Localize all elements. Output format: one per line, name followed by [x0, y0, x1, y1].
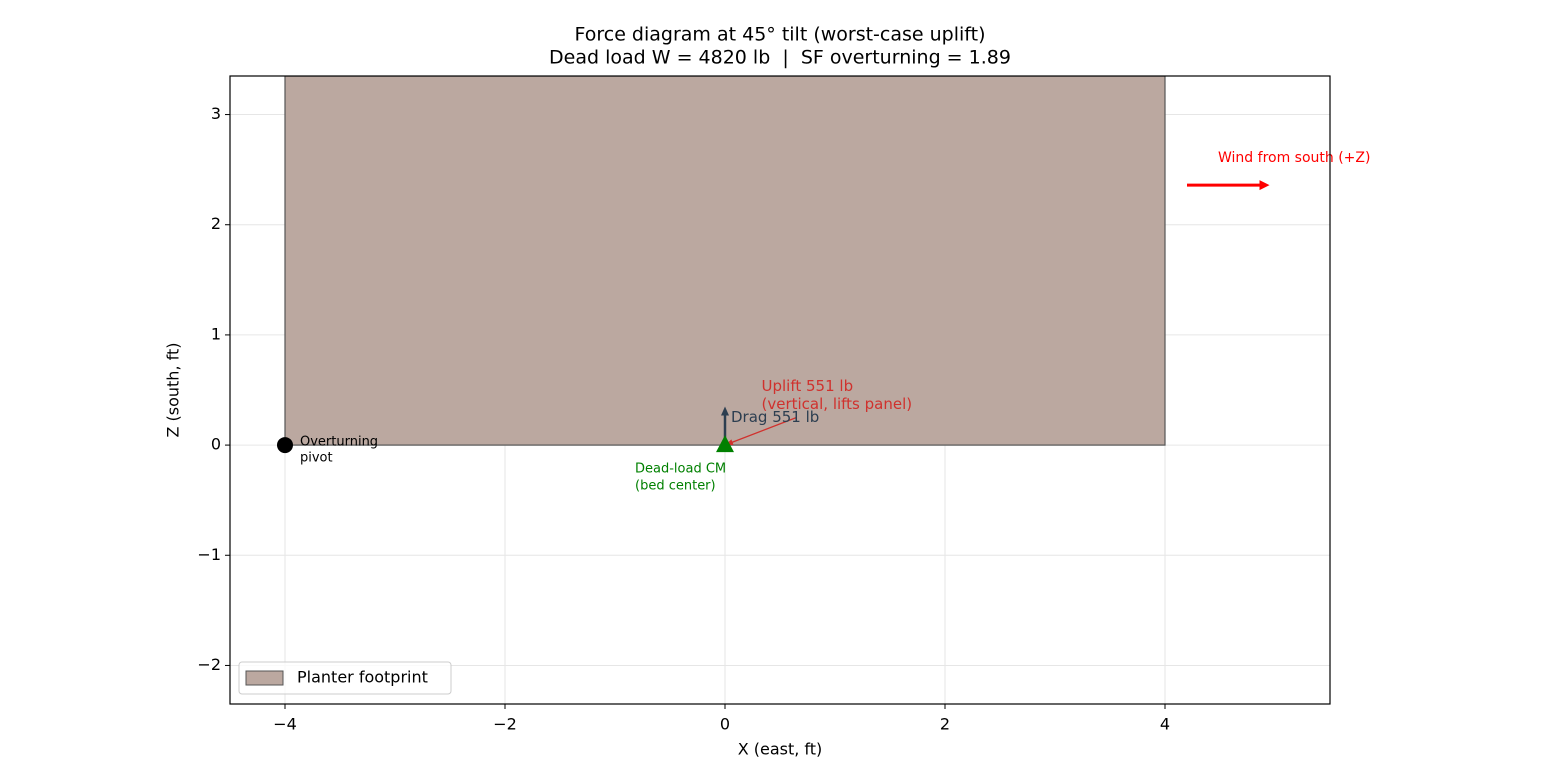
chart-subtitle: Dead load W = 4820 lb | SF overturning =…	[549, 47, 1011, 69]
cm-label: (bed center)	[635, 479, 716, 494]
y-tick-label: 1	[211, 324, 221, 343]
x-tick-label: −4	[273, 715, 297, 734]
y-tick-label: 2	[211, 214, 221, 233]
planter-footprint	[284, 76, 1166, 446]
uplift-label: Uplift 551 lb	[762, 377, 854, 395]
pivot-label: Overturning	[300, 435, 378, 450]
x-tick-label: 4	[1160, 715, 1170, 734]
legend-box	[238, 661, 452, 695]
y-tick-label: −2	[197, 655, 221, 674]
x-tick-label: 0	[720, 715, 730, 734]
x-axis-label: X (east, ft)	[738, 740, 823, 759]
cm-label: Dead-load CM	[635, 462, 726, 477]
drag-arrow-head	[721, 406, 729, 416]
wind-label: Wind from south (+Z)	[1218, 150, 1370, 166]
uplift-arrow-shaft	[730, 416, 797, 444]
legend-label: Planter footprint	[297, 668, 428, 687]
plot-frame	[229, 75, 1331, 705]
center-of-mass	[716, 435, 734, 453]
y-tick-label: 3	[211, 104, 221, 123]
y-axis-label: Z (south, ft)	[164, 342, 183, 437]
pivot-label: pivot	[300, 451, 333, 466]
overturning-pivot	[277, 437, 293, 454]
uplift-label: (vertical, lifts panel)	[762, 395, 913, 413]
x-tick-label: −2	[493, 715, 517, 734]
y-tick-label: −1	[197, 545, 221, 564]
y-tick-label: 0	[211, 435, 221, 454]
x-tick-label: 2	[940, 715, 950, 734]
chart-title: Force diagram at 45° tilt (worst-case up…	[574, 24, 985, 46]
drag-label: Drag 551 lb	[731, 408, 819, 426]
legend-swatch	[245, 670, 284, 686]
plot-area	[284, 76, 1270, 446]
wind-arrow-head	[1259, 180, 1270, 191]
